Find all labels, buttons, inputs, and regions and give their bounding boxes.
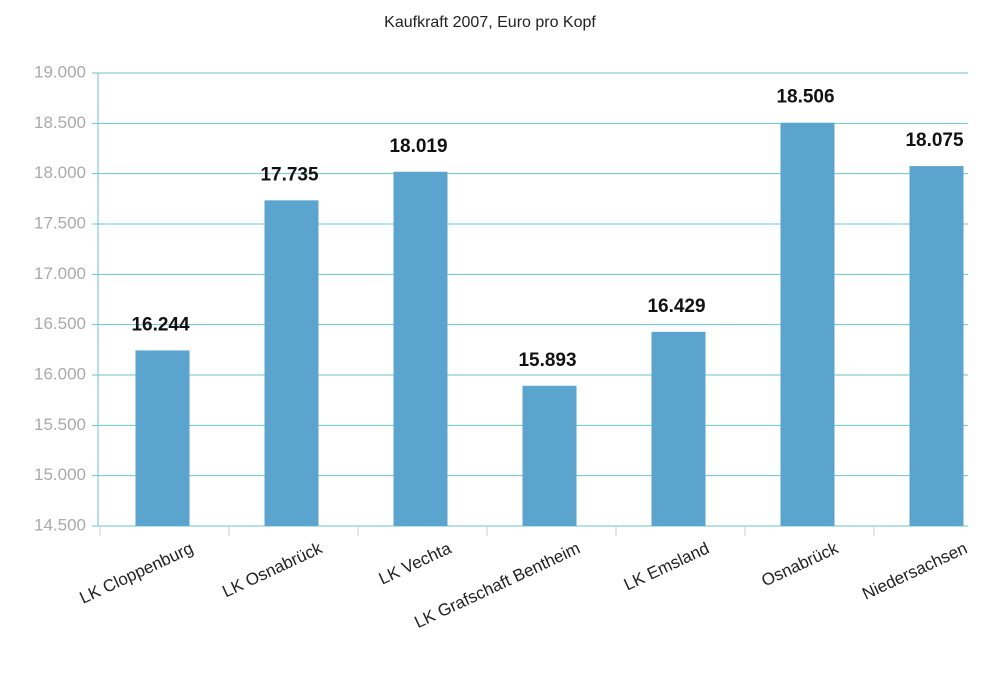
- x-tick-label: LK Vechta: [376, 538, 455, 588]
- x-tick-label: Niedersachsen: [859, 538, 970, 603]
- bar: [135, 350, 190, 526]
- chart-title: Kaufkraft 2007, Euro pro Kopf: [384, 14, 596, 31]
- x-tick-label: LK Osnabrück: [219, 538, 325, 601]
- x-tick-label: Osnabrück: [759, 538, 842, 590]
- y-tick-label: 15.000: [34, 465, 86, 484]
- bar: [651, 331, 706, 526]
- data-label: 16.429: [647, 296, 705, 317]
- data-label: 18.019: [389, 136, 447, 157]
- data-label: 18.075: [905, 130, 964, 151]
- y-tick-label: 17.500: [34, 213, 86, 232]
- y-tick-label: 18.500: [34, 113, 86, 132]
- y-tick-label: 14.500: [34, 515, 86, 534]
- bar: [522, 385, 577, 526]
- bar: [264, 200, 319, 527]
- y-tick-label: 15.500: [34, 415, 86, 434]
- y-tick-label: 16.000: [34, 364, 86, 383]
- y-tick-label: 19.000: [34, 62, 86, 81]
- bar: [909, 166, 964, 526]
- y-tick-label: 16.500: [34, 314, 86, 333]
- data-label: 18.506: [776, 87, 834, 108]
- y-tick-label: 18.000: [34, 163, 86, 182]
- x-tick-label: LK Cloppenburg: [77, 538, 196, 607]
- data-label: 16.244: [131, 314, 190, 335]
- data-label: 17.735: [260, 164, 319, 185]
- data-label: 15.893: [518, 350, 576, 371]
- x-tick-label: LK Emsland: [621, 538, 712, 594]
- bar: [780, 122, 835, 526]
- bar: [393, 171, 448, 526]
- y-tick-label: 17.000: [34, 264, 86, 283]
